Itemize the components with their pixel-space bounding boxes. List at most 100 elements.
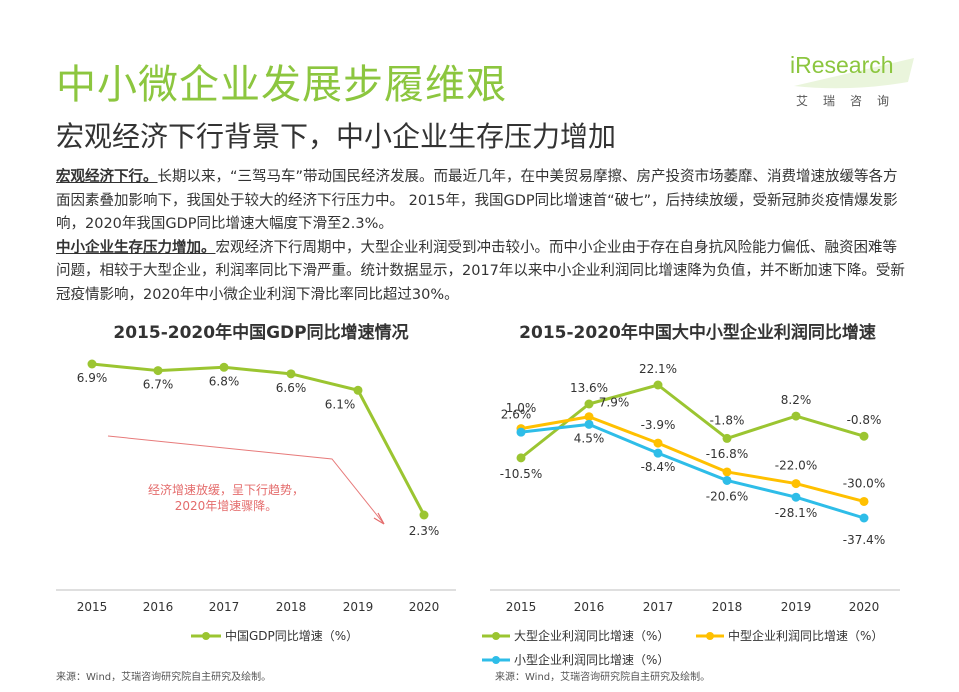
data-label: -10.5%	[500, 467, 542, 481]
data-label: -20.6%	[706, 489, 748, 503]
x-tick-label: 2019	[781, 600, 812, 614]
logo-leaf-shape	[794, 58, 914, 89]
annotation-line: 2020年增速骤降。	[174, 499, 278, 513]
data-label: 7.9%	[599, 396, 630, 410]
data-point	[653, 380, 663, 390]
legend-marker	[482, 631, 510, 640]
data-point	[722, 467, 732, 477]
chart-title: 2015-2020年中国GDP同比增速情况	[113, 323, 409, 343]
logo-text: iResearch	[790, 52, 894, 78]
data-point	[791, 492, 801, 502]
data-point	[859, 431, 869, 441]
data-point	[791, 479, 801, 489]
data-label: -37.4%	[843, 533, 885, 547]
x-tick-label: 2016	[574, 600, 605, 614]
data-label: 6.9%	[77, 371, 108, 385]
data-point	[584, 412, 594, 422]
data-label: 4.5%	[574, 431, 605, 445]
series-line	[520, 422, 865, 520]
series-line	[91, 362, 426, 516]
data-label: 22.1%	[639, 362, 677, 376]
series-line	[520, 383, 865, 460]
data-point	[722, 475, 732, 485]
data-point	[859, 496, 869, 506]
chart-legend: 中国GDP同比增速（%）	[191, 627, 358, 644]
legend-label: 小型企业利润同比增速（%）	[514, 653, 670, 667]
data-label: 8.2%	[781, 393, 812, 407]
paragraph-text: 宏观经济下行周期中，大型企业利润受到冲击较小。而中小企业由于存在自身抗风险能力偏…	[56, 239, 905, 303]
chart-legend-item: 小型企业利润同比增速（%）	[482, 651, 669, 668]
iresearch-logo: iResearch 艾瑞咨询	[790, 52, 920, 112]
data-label: -22.0%	[775, 459, 817, 473]
data-point	[219, 362, 229, 372]
data-label: -3.9%	[641, 418, 676, 432]
logo-subtext: 艾瑞咨询	[796, 94, 905, 108]
trend-arrow	[107, 435, 385, 525]
paragraph-macro: 宏观经济下行。长期以来，“三驾马车”带动国民经济发展。而最近几年，在中美贸易摩擦…	[56, 166, 906, 237]
paragraph-sme: 中小企业生存压力增加。宏观经济下行周期中，大型企业利润受到冲击较小。而中小企业由…	[56, 237, 906, 308]
gdp-growth-chart: 2015-2020年中国GDP同比增速情况 2015 2016 2017 2018 20…	[56, 318, 466, 658]
data-point	[286, 369, 296, 379]
paragraph-lead: 中小企业生存压力增加。	[56, 239, 216, 256]
data-label: 6.6%	[276, 381, 307, 395]
x-tick-label: 2020	[849, 600, 880, 614]
x-tick-label: 2020	[409, 600, 440, 614]
data-point	[584, 419, 594, 429]
data-label: -8.4%	[641, 460, 676, 474]
enterprise-profit-chart: 2015-2020年中国大中小型企业利润同比增速 2015 2016 2017 201…	[482, 318, 905, 668]
x-tick-label: 2016	[143, 600, 174, 614]
chart-legend-item: 大型企业利润同比增速（%）	[482, 627, 669, 644]
data-point	[516, 453, 526, 463]
x-tick-label: 2018	[276, 600, 307, 614]
data-label: 6.7%	[143, 378, 174, 392]
x-tick-label: 2017	[209, 600, 240, 614]
source-note: 来源：Wind，艾瑞咨询研究院自主研究及绘制。	[495, 672, 711, 683]
data-label: 2.6%	[501, 408, 532, 422]
data-point	[419, 510, 429, 520]
page-subtitle: 宏观经济下行背景下，中小企业生存压力增加	[56, 120, 617, 153]
data-point	[353, 385, 363, 395]
data-point	[653, 448, 663, 458]
x-tick-label: 2018	[712, 600, 743, 614]
legend-marker	[696, 631, 724, 640]
data-label: -0.8%	[847, 413, 882, 427]
chart-legend-item: 中型企业利润同比增速（%）	[696, 627, 883, 644]
x-tick-label: 2015	[77, 600, 108, 614]
data-point	[153, 366, 163, 376]
x-tick-label: 2017	[643, 600, 674, 614]
data-label: 2.3%	[409, 524, 440, 538]
paragraph-lead: 宏观经济下行。	[56, 169, 158, 185]
chart-title: 2015-2020年中国大中小型企业利润同比增速	[519, 323, 876, 343]
data-point	[859, 513, 869, 523]
data-point	[516, 427, 526, 437]
data-label: -16.8%	[706, 447, 748, 461]
legend-label: 中型企业利润同比增速（%）	[728, 629, 884, 643]
page-title: 中小微企业发展步履维艰	[56, 62, 507, 108]
trend-arrowhead	[373, 512, 385, 525]
data-label: 6.8%	[209, 374, 240, 388]
data-label: -30.0%	[843, 476, 885, 490]
data-point	[722, 433, 732, 443]
data-label: 6.1%	[325, 397, 356, 411]
x-tick-label: 2019	[343, 600, 374, 614]
legend-marker	[482, 655, 510, 664]
x-tick-label: 2015	[506, 600, 537, 614]
gdp-chart-plot: 2015 2016 2017 2018 2019 2020 6.9% 6.7% 6.8% 6.6%…	[56, 359, 456, 614]
chart-annotation: 经济增速放缓，呈下行趋势， 2020年增速骤降。	[126, 482, 326, 514]
source-note: 来源：Wind，艾瑞咨询研究院自主研究及绘制。	[56, 672, 272, 683]
data-label: -28.1%	[775, 506, 817, 520]
series-line	[520, 415, 865, 503]
paragraph-text: 长期以来，“三驾马车”带动国民经济发展。而最近几年，在中美贸易摩擦、房产投资市场…	[56, 169, 898, 232]
data-point	[791, 411, 801, 421]
data-label: -1.8%	[710, 413, 745, 427]
data-label: 1.0%	[506, 401, 537, 415]
data-point	[584, 399, 594, 409]
legend-label: 大型企业利润同比增速（%）	[514, 629, 670, 643]
annotation-line: 经济增速放缓，呈下行趋势，	[147, 483, 304, 497]
body-text: 宏观经济下行。长期以来，“三驾马车”带动国民经济发展。而最近几年，在中美贸易摩擦…	[56, 166, 906, 307]
profit-chart-plot: 2015 2016 2017 2018 2019 2020 -10.5% 13.6% 22.1%…	[490, 362, 900, 614]
data-point	[87, 359, 97, 369]
data-point	[653, 438, 663, 448]
legend-marker	[191, 631, 221, 640]
legend-label: 中国GDP同比增速（%）	[225, 629, 359, 643]
